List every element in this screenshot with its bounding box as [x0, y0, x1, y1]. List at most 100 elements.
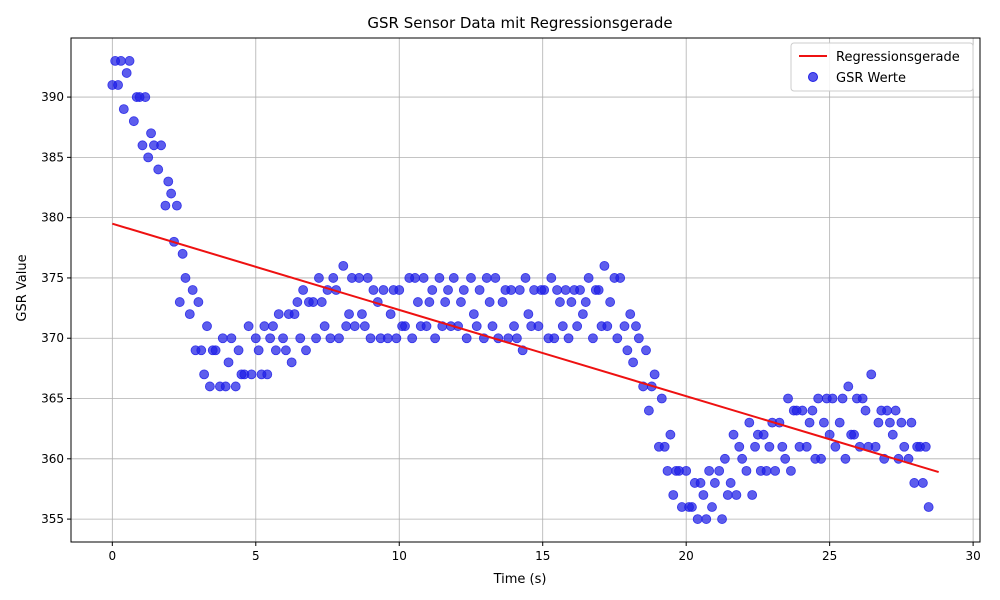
- data-point: [720, 453, 730, 464]
- data-point: [273, 309, 284, 320]
- x-tick-label: 5: [252, 549, 260, 563]
- data-point: [615, 273, 626, 283]
- data-point: [849, 429, 859, 440]
- data-point: [334, 333, 344, 344]
- data-point: [843, 381, 854, 392]
- data-point: [906, 417, 917, 428]
- data-point: [563, 333, 574, 344]
- data-point: [555, 297, 565, 307]
- data-point: [783, 393, 793, 404]
- data-point: [837, 393, 848, 404]
- data-point: [434, 273, 445, 283]
- data-point: [786, 465, 796, 476]
- data-point: [365, 333, 376, 344]
- x-tick-label: 25: [822, 549, 837, 563]
- data-point: [899, 441, 910, 452]
- data-point: [725, 478, 736, 488]
- data-point: [747, 490, 758, 500]
- data-point: [124, 56, 135, 66]
- data-point: [481, 273, 492, 283]
- x-axis-label: Time (s): [493, 572, 547, 587]
- data-point: [259, 321, 270, 332]
- data-point: [612, 333, 623, 344]
- data-point: [217, 333, 228, 344]
- data-point: [160, 200, 171, 211]
- data-point: [443, 285, 453, 295]
- data-point: [289, 309, 300, 320]
- data-point: [210, 345, 221, 356]
- data-point: [885, 417, 895, 428]
- x-tick-label: 0: [108, 549, 116, 563]
- data-point: [665, 429, 676, 440]
- data-point: [311, 333, 321, 344]
- data-point: [177, 248, 188, 259]
- data-point: [471, 321, 482, 332]
- data-point: [243, 321, 254, 332]
- data-point: [511, 333, 522, 344]
- data-point: [262, 369, 273, 380]
- data-point: [801, 441, 812, 452]
- data-point: [385, 309, 396, 320]
- data-point: [549, 333, 560, 344]
- data-point: [840, 453, 851, 464]
- data-point: [552, 285, 562, 295]
- data-point: [314, 273, 324, 283]
- data-point: [804, 417, 815, 428]
- data-point: [807, 405, 818, 416]
- data-point: [427, 285, 438, 295]
- data-point: [113, 80, 123, 90]
- data-point: [731, 490, 742, 500]
- data-point: [301, 345, 311, 356]
- data-point: [378, 285, 389, 295]
- data-point: [246, 369, 257, 380]
- data-point: [328, 273, 339, 283]
- data-point: [424, 297, 435, 307]
- data-point: [509, 321, 519, 332]
- data-point: [777, 441, 788, 452]
- legend-box: [790, 42, 974, 92]
- data-point: [166, 188, 177, 199]
- data-point: [156, 140, 166, 151]
- data-point: [362, 273, 373, 283]
- data-point: [484, 297, 495, 307]
- data-point: [116, 56, 126, 66]
- data-point: [180, 273, 191, 283]
- data-point: [456, 297, 466, 307]
- data-point: [758, 429, 769, 440]
- data-point: [625, 309, 636, 320]
- data-point: [761, 465, 772, 476]
- data-point: [506, 285, 517, 295]
- data-point: [278, 333, 288, 344]
- data-point: [770, 465, 781, 476]
- data-point: [497, 297, 508, 307]
- data-point: [413, 297, 423, 307]
- y-tick-label: 360: [41, 452, 64, 466]
- data-point: [137, 140, 148, 151]
- data-point: [410, 273, 420, 283]
- data-point: [458, 285, 469, 295]
- data-point: [490, 273, 501, 283]
- y-tick-label: 370: [41, 331, 64, 345]
- data-point: [394, 285, 405, 295]
- data-point: [546, 273, 557, 283]
- x-tick-label: 15: [535, 549, 550, 563]
- data-point: [341, 321, 352, 332]
- data-point: [605, 297, 616, 307]
- legend-label-regression: Regressionsgerade: [836, 50, 960, 65]
- data-point: [687, 502, 697, 512]
- data-point: [448, 273, 459, 283]
- regression-line: [112, 222, 939, 474]
- data-point: [619, 321, 630, 332]
- data-point: [860, 405, 871, 416]
- data-point: [400, 321, 410, 332]
- data-point: [813, 393, 824, 404]
- data-point: [121, 68, 132, 78]
- data-point: [583, 273, 594, 283]
- data-point: [734, 441, 745, 452]
- data-point: [440, 297, 451, 307]
- data-point: [681, 465, 692, 476]
- data-point: [827, 393, 838, 404]
- data-point: [577, 309, 588, 320]
